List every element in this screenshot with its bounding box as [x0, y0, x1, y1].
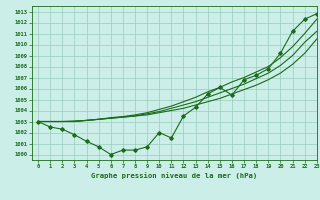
- X-axis label: Graphe pression niveau de la mer (hPa): Graphe pression niveau de la mer (hPa): [91, 172, 258, 179]
